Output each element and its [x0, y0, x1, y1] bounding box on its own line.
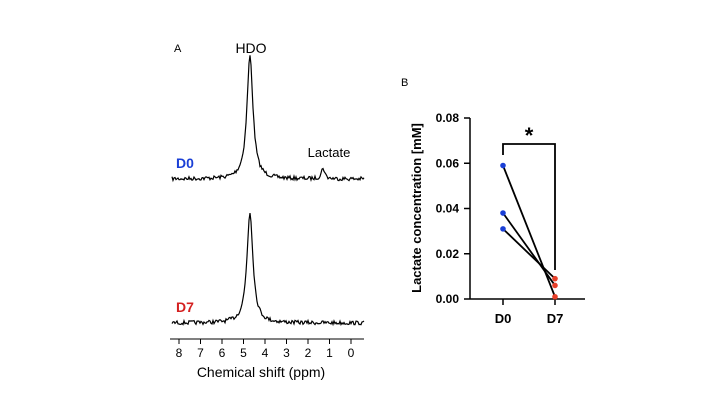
- lactate-concentration-panel: B 0.00 0.02 0.04 0.06 0.08 D0 D7 Lactate conc…: [401, 77, 585, 326]
- point-d0-1: [500, 210, 506, 216]
- x-tick-label-6: 6: [219, 346, 226, 360]
- significance-star: *: [525, 123, 534, 148]
- category-label-D0: D0: [495, 311, 512, 326]
- x-axis-ticks-b: D0 D7: [495, 299, 564, 326]
- panel-label-b: B: [401, 77, 408, 89]
- y-tick-label-1: 0.02: [436, 247, 460, 261]
- point-d0-0: [500, 162, 506, 169]
- pair-line-1: [502, 212, 556, 286]
- series-label-d7: D7: [176, 299, 194, 315]
- y-axis-label: Lactate concentration [mM]: [409, 123, 424, 293]
- hdo-annotation: HDO: [235, 40, 266, 56]
- pair-line-2: [502, 228, 556, 280]
- spectrum-d0: [171, 55, 365, 183]
- spectrum-d7: [171, 213, 365, 327]
- panel-label-a: A: [174, 43, 182, 55]
- point-d7-0: [552, 293, 558, 300]
- x-axis-label: Chemical shift (ppm): [197, 364, 325, 380]
- pair-line-0: [502, 165, 556, 298]
- y-tick-label-0: 0.00: [436, 292, 460, 306]
- x-tick-label-1: 1: [326, 346, 333, 360]
- y-axis-ticks: 0.00 0.02 0.04 0.06 0.08: [436, 111, 470, 306]
- point-d0-2: [500, 226, 506, 232]
- x-tick-label-2: 2: [305, 346, 312, 360]
- x-tick-label-0: 0: [348, 346, 355, 360]
- y-tick-label-2: 0.04: [436, 202, 460, 216]
- point-d7-1: [552, 282, 558, 289]
- point-d7-2: [552, 275, 558, 282]
- x-tick-label-5: 5: [240, 346, 247, 360]
- paired-data: [500, 162, 558, 300]
- category-label-D7: D7: [547, 311, 564, 326]
- significance-bracket: [502, 143, 556, 270]
- y-tick-label-3: 0.06: [436, 156, 460, 170]
- x-tick-label-4: 4: [262, 346, 269, 360]
- lactate-annotation: Lactate: [308, 145, 351, 160]
- x-tick-label-3: 3: [283, 346, 290, 360]
- x-tick-label-7: 7: [197, 346, 204, 360]
- x-tick-label-8: 8: [176, 346, 183, 360]
- series-label-d0: D0: [176, 155, 194, 171]
- y-tick-label-4: 0.08: [436, 111, 460, 125]
